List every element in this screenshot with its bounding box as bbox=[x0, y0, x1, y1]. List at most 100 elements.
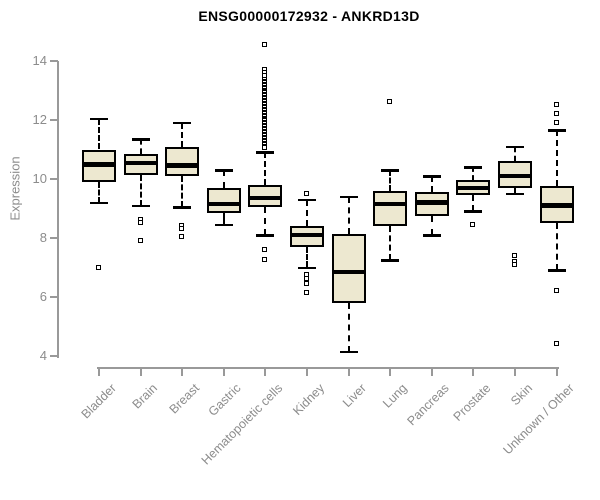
y-axis-tick bbox=[50, 355, 58, 357]
upper-whisker-cap bbox=[422, 175, 441, 178]
median-line bbox=[539, 203, 574, 208]
x-category-label: Pancreas bbox=[404, 381, 452, 429]
median-line bbox=[414, 200, 449, 205]
x-axis-tick bbox=[347, 369, 350, 376]
outlier-point bbox=[553, 102, 559, 108]
x-category-label: Gastric bbox=[205, 381, 244, 419]
x-category-label: Skin bbox=[507, 381, 535, 409]
median-line bbox=[82, 162, 116, 167]
lower-whisker-cap bbox=[214, 223, 233, 227]
lower-whisker-cap bbox=[422, 234, 441, 237]
y-tick-label: 14 bbox=[32, 53, 47, 68]
outlier-point bbox=[262, 246, 268, 252]
chart-title: ENSG00000172932 - ANKRD13D bbox=[198, 8, 420, 24]
x-axis-tick bbox=[472, 369, 475, 376]
x-axis-tick bbox=[264, 369, 267, 376]
y-axis-tick bbox=[50, 296, 58, 298]
lower-whisker-cap bbox=[547, 269, 566, 272]
outlier-point bbox=[179, 226, 185, 232]
y-tick-label: 12 bbox=[32, 112, 47, 127]
y-axis-tick bbox=[50, 178, 58, 180]
y-axis-line bbox=[57, 61, 59, 358]
median-line bbox=[331, 269, 366, 275]
lower-whisker-cap bbox=[381, 259, 400, 262]
outlier-point bbox=[262, 145, 268, 151]
lower-whisker-cap bbox=[298, 266, 316, 269]
outlier-point bbox=[512, 252, 517, 258]
outlier-point bbox=[553, 341, 559, 347]
x-axis-line bbox=[97, 367, 559, 369]
outlier-point bbox=[137, 237, 143, 243]
upper-whisker-cap bbox=[298, 198, 316, 202]
y-tick-label: 4 bbox=[39, 348, 47, 363]
lower-whisker-line bbox=[472, 195, 475, 212]
x-category-label: Breast bbox=[166, 381, 203, 417]
y-tick-label: 10 bbox=[32, 171, 47, 186]
upper-whisker-line bbox=[389, 170, 392, 191]
upper-whisker-cap bbox=[339, 195, 358, 199]
lower-whisker-line bbox=[222, 212, 225, 225]
x-category-label: Prostate bbox=[450, 381, 494, 424]
x-axis-tick bbox=[139, 369, 142, 376]
x-axis-tick bbox=[222, 369, 225, 376]
outlier-point bbox=[512, 261, 517, 267]
lower-whisker-line bbox=[181, 176, 184, 208]
lower-whisker-line bbox=[347, 302, 350, 352]
upper-whisker-cap bbox=[131, 138, 150, 141]
x-axis-tick bbox=[555, 369, 558, 376]
outlier-point bbox=[179, 233, 185, 239]
y-tick-label: 8 bbox=[39, 230, 47, 245]
x-category-label: Kidney bbox=[289, 381, 327, 418]
lower-whisker-line bbox=[264, 207, 267, 236]
upper-whisker-cap bbox=[381, 169, 400, 172]
lower-whisker-line bbox=[139, 174, 142, 206]
median-line bbox=[456, 185, 491, 191]
lower-whisker-line bbox=[555, 223, 558, 271]
x-category-label: Bladder bbox=[78, 381, 119, 422]
outlier-point bbox=[262, 41, 268, 47]
outlier-point bbox=[470, 221, 476, 227]
x-axis-tick bbox=[389, 369, 392, 376]
upper-whisker-cap bbox=[214, 169, 233, 172]
upper-whisker-cap bbox=[464, 166, 483, 169]
outlier-point bbox=[304, 190, 309, 196]
box-iqr bbox=[165, 146, 200, 177]
outlier-point bbox=[387, 99, 393, 105]
x-axis-tick bbox=[430, 369, 433, 376]
outlier-point bbox=[553, 288, 559, 294]
upper-whisker-line bbox=[555, 130, 558, 187]
upper-whisker-line bbox=[181, 122, 184, 147]
median-line bbox=[248, 195, 283, 201]
outlier-point bbox=[96, 264, 101, 270]
x-category-label: Hematopoietic cells bbox=[198, 381, 286, 468]
y-tick-label: 6 bbox=[39, 289, 47, 304]
outlier-point bbox=[137, 220, 143, 226]
upper-whisker-line bbox=[514, 146, 516, 162]
upper-whisker-cap bbox=[256, 151, 275, 154]
upper-whisker-line bbox=[139, 139, 142, 154]
lower-whisker-cap bbox=[339, 350, 358, 354]
x-category-label: Brain bbox=[129, 381, 161, 412]
x-category-label: Unknown / Other bbox=[500, 381, 577, 458]
lower-whisker-line bbox=[98, 181, 100, 203]
outlier-point bbox=[304, 280, 309, 286]
lower-whisker-line bbox=[306, 246, 308, 268]
box-iqr bbox=[331, 233, 366, 303]
y-axis-tick bbox=[50, 60, 58, 62]
upper-whisker-line bbox=[264, 152, 267, 185]
x-category-label: Liver bbox=[339, 381, 369, 411]
lower-whisker-cap bbox=[131, 204, 150, 208]
box-iqr bbox=[206, 187, 241, 213]
x-axis-tick bbox=[306, 369, 308, 376]
x-axis-tick bbox=[514, 369, 516, 376]
upper-whisker-cap bbox=[90, 117, 108, 121]
y-axis-tick bbox=[50, 119, 58, 121]
median-line bbox=[373, 201, 408, 207]
lower-whisker-cap bbox=[173, 206, 192, 209]
x-axis-tick bbox=[98, 369, 100, 376]
upper-whisker-line bbox=[306, 199, 308, 227]
outlier-point bbox=[553, 119, 559, 125]
lower-whisker-line bbox=[430, 215, 433, 236]
lower-whisker-line bbox=[514, 187, 516, 194]
